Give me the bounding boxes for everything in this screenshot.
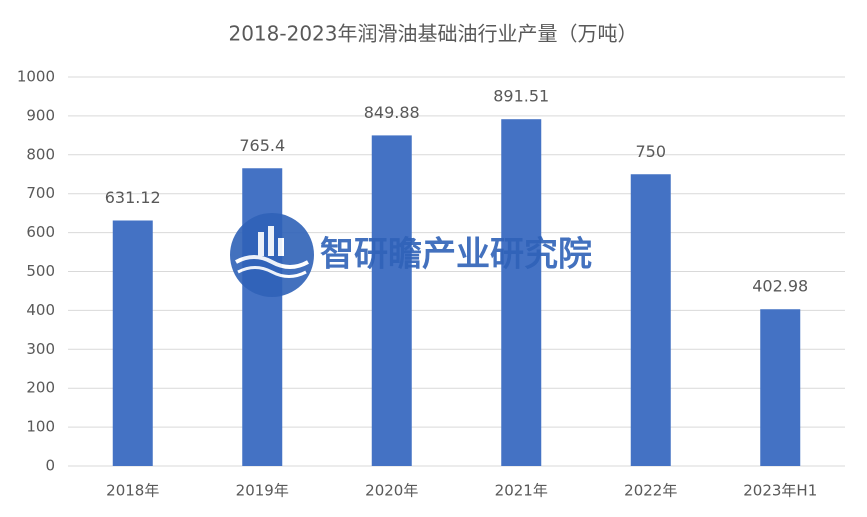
x-tick-label: 2022年 — [624, 482, 677, 500]
x-tick-label: 2018年 — [106, 482, 159, 500]
bar — [501, 119, 542, 466]
y-tick-label: 500 — [26, 262, 55, 280]
bar — [112, 220, 153, 466]
y-tick-label: 600 — [26, 223, 55, 241]
x-tick-label: 2019年 — [236, 482, 289, 500]
y-tick-label: 300 — [26, 340, 55, 358]
x-tick-label: 2023年H1 — [743, 482, 817, 500]
y-tick-label: 200 — [26, 379, 55, 397]
data-label: 750 — [635, 142, 666, 161]
y-tick-label: 100 — [26, 418, 55, 436]
data-label: 631.12 — [105, 188, 161, 207]
data-label: 765.4 — [239, 136, 285, 155]
watermark-logo — [230, 213, 314, 297]
bar — [760, 309, 801, 466]
bar — [242, 168, 283, 466]
data-label: 849.88 — [364, 103, 420, 122]
bar — [371, 135, 412, 467]
y-tick-label: 1000 — [17, 68, 55, 86]
bar — [630, 174, 671, 466]
watermark-text: 智研瞻产业研究院 — [320, 235, 592, 275]
x-tick-label: 2020年 — [365, 482, 418, 500]
y-tick-label: 800 — [26, 145, 55, 163]
y-tick-label: 0 — [45, 457, 55, 475]
y-tick-label: 700 — [26, 184, 55, 202]
y-tick-label: 900 — [26, 106, 55, 124]
data-label: 891.51 — [493, 87, 549, 106]
chart-title: 2018-2023年润滑油基础油行业产量（万吨） — [228, 22, 637, 46]
data-label: 402.98 — [752, 277, 808, 296]
x-tick-label: 2021年 — [495, 482, 548, 500]
y-tick-label: 400 — [26, 301, 55, 319]
